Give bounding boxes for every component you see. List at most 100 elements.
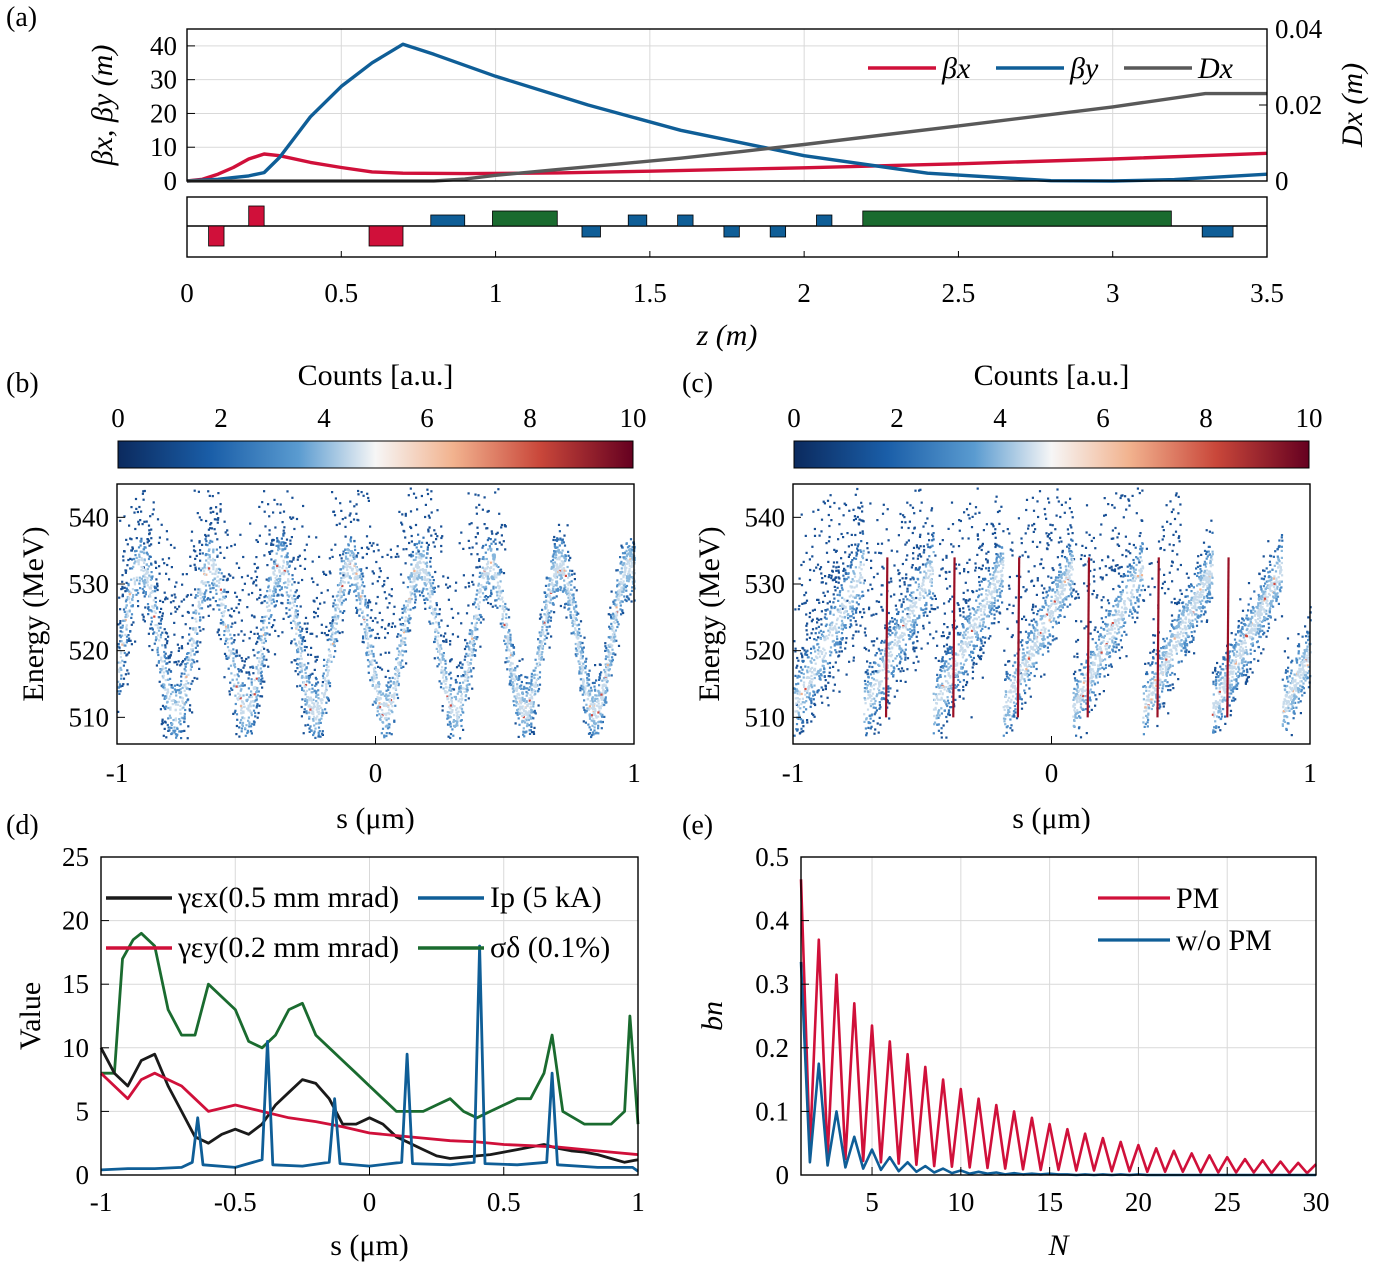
density-point xyxy=(219,508,222,511)
density-point xyxy=(509,656,512,659)
density-point xyxy=(300,662,303,665)
density-point xyxy=(207,490,210,493)
density-point xyxy=(512,683,515,686)
density-point xyxy=(198,567,201,570)
density-point xyxy=(457,612,460,615)
density-point xyxy=(583,708,586,711)
density-point xyxy=(621,609,624,612)
density-point xyxy=(285,544,288,548)
density-point xyxy=(620,613,623,616)
density-point xyxy=(415,572,418,575)
density-point xyxy=(549,616,553,619)
density-point xyxy=(558,574,561,577)
density-point xyxy=(553,552,556,555)
density-point xyxy=(282,532,285,535)
density-point xyxy=(164,688,167,691)
density-point xyxy=(150,609,153,612)
density-point xyxy=(125,587,128,590)
density-point xyxy=(179,664,182,667)
density-point xyxy=(584,711,587,714)
density-point xyxy=(332,642,335,645)
density-point xyxy=(245,657,248,661)
density-point xyxy=(497,584,500,587)
density-point xyxy=(281,602,284,605)
density-point xyxy=(233,663,236,666)
density-point xyxy=(617,591,620,594)
density-point xyxy=(600,727,603,730)
density-point xyxy=(378,611,381,614)
density-point xyxy=(547,584,550,587)
density-point xyxy=(156,651,159,654)
density-point xyxy=(323,692,327,695)
density-point xyxy=(233,711,236,714)
density-point xyxy=(165,736,168,739)
density-point xyxy=(444,683,447,686)
density-point xyxy=(486,580,490,583)
density-point xyxy=(258,704,261,707)
density-point xyxy=(418,542,421,545)
density-point xyxy=(572,623,575,626)
density-point xyxy=(349,584,352,588)
density-point xyxy=(569,614,572,617)
density-point xyxy=(345,566,348,569)
density-point xyxy=(323,658,326,661)
density-point xyxy=(126,669,129,672)
density-point xyxy=(397,555,400,558)
density-point xyxy=(496,594,499,597)
density-point xyxy=(416,508,419,511)
density-point xyxy=(597,715,600,718)
density-point xyxy=(461,663,464,666)
density-point xyxy=(610,628,614,631)
lattice-element-4 xyxy=(492,210,558,227)
density-point xyxy=(268,589,272,593)
density-point xyxy=(356,582,359,585)
density-point xyxy=(430,612,433,615)
density-point xyxy=(274,629,277,632)
density-point xyxy=(258,677,261,680)
density-point xyxy=(166,640,169,643)
density-point xyxy=(555,569,558,572)
density-point xyxy=(272,565,275,569)
density-point xyxy=(409,580,412,583)
density-point xyxy=(370,652,373,655)
density-point xyxy=(296,596,299,599)
density-point xyxy=(159,626,162,629)
density-point xyxy=(240,657,243,660)
density-point xyxy=(486,562,490,565)
density-point xyxy=(487,560,490,563)
density-point xyxy=(433,657,436,660)
density-point xyxy=(310,729,313,732)
density-point xyxy=(123,550,126,553)
density-point xyxy=(517,735,520,738)
density-point xyxy=(250,681,253,684)
density-point xyxy=(580,672,583,675)
density-point xyxy=(128,598,131,601)
density-point xyxy=(256,657,259,660)
density-point xyxy=(561,590,565,593)
density-point xyxy=(521,714,524,717)
density-point xyxy=(498,512,501,515)
density-point xyxy=(200,607,204,610)
density-point xyxy=(541,628,544,631)
density-point xyxy=(588,669,591,672)
density-point xyxy=(156,646,159,649)
density-point xyxy=(477,494,480,497)
density-point xyxy=(253,723,256,726)
density-point xyxy=(299,564,302,567)
density-point xyxy=(534,693,537,696)
density-point xyxy=(204,573,207,576)
density-point xyxy=(240,688,243,691)
density-point xyxy=(468,632,471,635)
density-point xyxy=(588,713,591,717)
density-point xyxy=(303,676,306,679)
density-point xyxy=(609,664,612,667)
density-point xyxy=(269,576,272,579)
density-point xyxy=(477,591,480,595)
density-point xyxy=(466,689,469,692)
density-point xyxy=(184,683,187,686)
density-point xyxy=(317,710,320,713)
density-point xyxy=(297,594,301,598)
density-point xyxy=(349,565,352,568)
density-point xyxy=(198,626,201,629)
legend-label-2: Dx xyxy=(1197,52,1234,85)
